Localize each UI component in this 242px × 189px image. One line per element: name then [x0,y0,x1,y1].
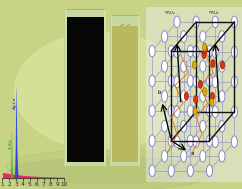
Circle shape [193,107,197,115]
Circle shape [168,165,174,177]
Circle shape [181,31,187,42]
Circle shape [149,165,155,177]
Ellipse shape [15,32,189,149]
Circle shape [212,106,218,118]
Circle shape [161,91,168,102]
Circle shape [206,105,212,117]
Circle shape [212,16,218,28]
Circle shape [231,16,237,28]
Circle shape [161,60,168,72]
Circle shape [200,91,206,102]
Circle shape [161,120,168,132]
Circle shape [181,120,187,132]
Circle shape [149,45,155,57]
Circle shape [187,45,193,57]
Ellipse shape [6,157,212,189]
Circle shape [184,92,189,100]
Text: Ag Lα: Ag Lα [14,98,18,110]
Circle shape [174,16,180,28]
Circle shape [203,43,207,51]
Circle shape [200,150,206,162]
Circle shape [168,75,174,87]
Circle shape [168,135,174,147]
Circle shape [231,106,237,118]
Circle shape [187,135,193,147]
Circle shape [219,60,225,72]
Bar [104,9,106,166]
Circle shape [231,76,237,88]
Circle shape [187,105,193,117]
Circle shape [192,61,197,69]
Circle shape [231,136,237,147]
Circle shape [206,75,212,87]
Circle shape [211,60,215,67]
Circle shape [219,31,225,42]
Circle shape [220,61,225,69]
Bar [110,15,112,166]
Circle shape [206,135,212,147]
Circle shape [193,46,199,58]
Circle shape [202,51,206,59]
Circle shape [219,120,225,132]
Text: $c_{P2_1/c}$: $c_{P2_1/c}$ [164,9,176,17]
Circle shape [203,46,207,54]
Circle shape [174,106,180,118]
Circle shape [174,76,180,88]
Circle shape [161,150,168,162]
Text: $c_{P2_1/c}$: $c_{P2_1/c}$ [208,9,220,17]
Bar [64,9,67,166]
Text: a: a [190,151,194,156]
Circle shape [149,75,155,87]
Circle shape [168,105,174,117]
Circle shape [161,31,168,42]
Circle shape [181,60,187,72]
Circle shape [174,46,180,58]
Circle shape [231,46,237,58]
Circle shape [210,92,214,100]
Circle shape [212,136,218,147]
Circle shape [193,106,199,118]
Circle shape [219,150,225,162]
Circle shape [198,80,202,88]
Bar [67,17,104,162]
Circle shape [181,91,187,102]
Circle shape [206,165,212,177]
Bar [112,26,138,162]
Circle shape [149,135,155,147]
Circle shape [210,98,214,106]
Circle shape [174,136,180,147]
Circle shape [168,45,174,57]
Circle shape [200,60,206,72]
Circle shape [149,105,155,117]
Circle shape [181,150,187,162]
Bar [138,15,140,166]
Circle shape [193,76,199,88]
Circle shape [193,16,199,28]
Circle shape [200,120,206,132]
Circle shape [206,45,212,57]
Circle shape [219,91,225,102]
Circle shape [187,165,193,177]
Circle shape [193,136,199,147]
Circle shape [212,76,218,88]
Circle shape [187,75,193,87]
Text: b: b [157,90,161,95]
Circle shape [194,95,198,103]
Circle shape [200,31,206,42]
Circle shape [212,46,218,58]
Circle shape [203,88,207,96]
Text: S Kα: S Kα [9,139,13,149]
Ellipse shape [6,149,212,183]
